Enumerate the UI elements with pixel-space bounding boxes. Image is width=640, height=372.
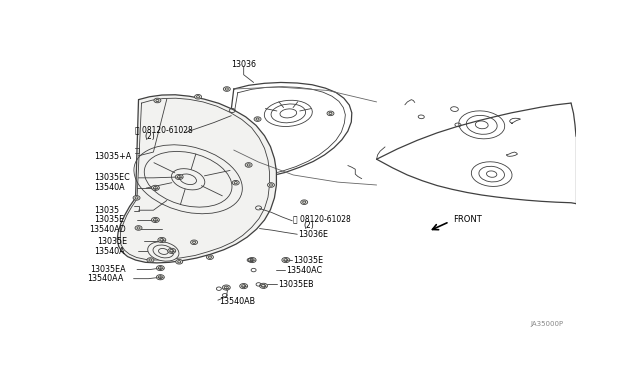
Ellipse shape	[152, 185, 159, 190]
Ellipse shape	[232, 180, 239, 185]
Text: 13035E: 13035E	[94, 215, 124, 224]
Text: (2): (2)	[145, 132, 156, 141]
Text: Ⓑ 08120-61028: Ⓑ 08120-61028	[134, 125, 192, 135]
Text: 13540A: 13540A	[94, 183, 125, 192]
Text: 13035E: 13035E	[293, 256, 323, 264]
Ellipse shape	[301, 200, 308, 205]
Ellipse shape	[240, 283, 248, 289]
Ellipse shape	[158, 237, 166, 243]
Ellipse shape	[195, 94, 202, 99]
Ellipse shape	[260, 283, 268, 288]
Ellipse shape	[156, 266, 164, 271]
Ellipse shape	[222, 285, 230, 290]
Text: JA35000P: JA35000P	[531, 321, 564, 327]
Text: 13540AA: 13540AA	[88, 274, 124, 283]
Text: 13540AD: 13540AD	[89, 225, 125, 234]
Text: 13035+A: 13035+A	[94, 152, 131, 161]
Ellipse shape	[156, 275, 164, 280]
Text: 13035E: 13035E	[97, 237, 127, 246]
Text: 13035EC: 13035EC	[94, 173, 130, 182]
Ellipse shape	[152, 217, 159, 222]
Ellipse shape	[282, 257, 290, 263]
Ellipse shape	[254, 117, 261, 121]
Ellipse shape	[223, 87, 230, 92]
Ellipse shape	[191, 240, 198, 244]
Text: 13035EB: 13035EB	[278, 280, 314, 289]
Ellipse shape	[133, 196, 140, 200]
Ellipse shape	[168, 248, 176, 253]
Ellipse shape	[176, 260, 182, 264]
Polygon shape	[117, 95, 276, 263]
Ellipse shape	[327, 111, 334, 116]
Text: 13540A: 13540A	[94, 247, 125, 256]
Ellipse shape	[175, 174, 183, 180]
Text: FRONT: FRONT	[453, 215, 482, 224]
Ellipse shape	[135, 226, 142, 230]
Ellipse shape	[245, 163, 252, 167]
Text: 13540AB: 13540AB	[219, 296, 255, 305]
Ellipse shape	[268, 183, 275, 187]
Ellipse shape	[154, 98, 161, 103]
Text: 13540AC: 13540AC	[286, 266, 322, 275]
Ellipse shape	[207, 255, 213, 260]
Ellipse shape	[147, 258, 154, 262]
Text: 13035EA: 13035EA	[90, 265, 125, 274]
Text: 13035: 13035	[94, 206, 119, 215]
Ellipse shape	[248, 257, 256, 263]
Ellipse shape	[148, 242, 179, 261]
Text: 13036E: 13036E	[298, 230, 328, 239]
Text: 13036: 13036	[231, 60, 256, 68]
Text: Ⓑ 08120-61028: Ⓑ 08120-61028	[293, 214, 351, 223]
Text: (2): (2)	[303, 221, 314, 230]
